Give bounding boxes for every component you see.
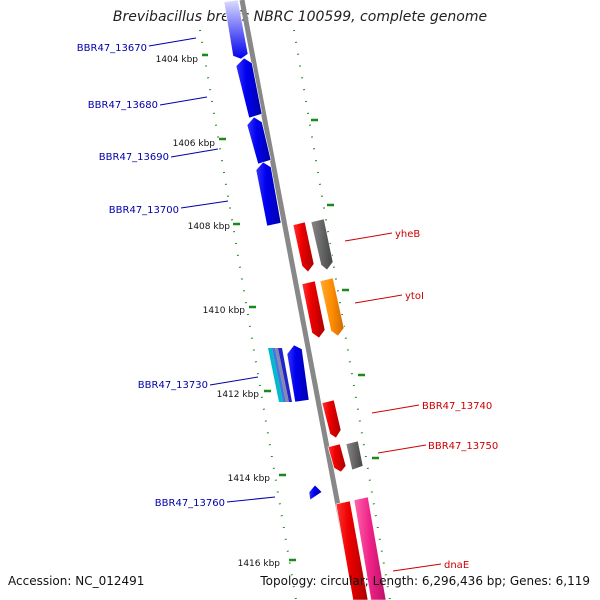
backbone-line <box>239 0 359 600</box>
gene-label[interactable]: BBR47_13760 <box>155 498 225 509</box>
tick-guide-outer <box>293 29 391 600</box>
kbp-labels: 1404 kbp 1406 kbp 1408 kbp 1410 kbp 1412… <box>156 55 281 569</box>
gene-label[interactable]: BBR47_13730 <box>138 380 208 391</box>
gene-arrow[interactable] <box>223 0 249 60</box>
gene-arrow[interactable] <box>321 399 342 439</box>
plus-strand-genes <box>292 218 387 600</box>
gene-label[interactable]: BBR47_13750 <box>428 441 498 452</box>
gene-arrow[interactable] <box>301 280 326 339</box>
gene-label[interactable]: ytoI <box>405 291 424 302</box>
gene-label[interactable]: BBR47_13740 <box>422 401 492 412</box>
gene-arrow[interactable] <box>335 500 369 600</box>
gene-label[interactable]: BBR47_13670 <box>77 43 147 54</box>
kbp-label: 1404 kbp <box>156 55 199 65</box>
minus-strand-genes <box>223 0 323 501</box>
gene-arrow[interactable] <box>308 484 323 501</box>
gene-arrow[interactable] <box>353 496 387 600</box>
accession-text: Accession: NC_012491 <box>8 574 145 588</box>
gene-label[interactable]: dnaE <box>444 560 469 571</box>
gene-arrow[interactable] <box>345 440 364 471</box>
gene-arrow[interactable] <box>255 161 282 227</box>
gene-label[interactable]: BBR47_13690 <box>99 152 169 163</box>
gene-arrow[interactable] <box>319 277 345 337</box>
gene-cluster-13730[interactable] <box>268 348 292 402</box>
kbp-tick-marks <box>202 53 379 562</box>
genome-summary-text: Topology: circular; Length: 6,296,436 bp… <box>260 574 590 588</box>
kbp-label: 1414 kbp <box>228 474 271 484</box>
kbp-label: 1408 kbp <box>188 222 231 232</box>
gene-label[interactable]: BBR47_13700 <box>109 205 179 216</box>
gene-arrow[interactable] <box>327 443 347 473</box>
page-title: Brevibacillus brevis NBRC 100599, comple… <box>112 9 488 25</box>
gene-arrow[interactable] <box>292 221 315 273</box>
gene-arrow[interactable] <box>246 116 272 165</box>
gene-arrow[interactable] <box>235 57 263 119</box>
left-leader-lines <box>148 37 276 503</box>
gene-label[interactable]: yheB <box>395 229 420 240</box>
kbp-label: 1416 kbp <box>238 559 281 569</box>
kbp-label: 1410 kbp <box>203 306 246 316</box>
gene-label[interactable]: BBR47_13680 <box>88 100 158 111</box>
left-gene-labels: BBR47_13670 BBR47_13680 BBR47_13690 BBR4… <box>77 43 225 509</box>
gene-arrow[interactable] <box>286 344 310 403</box>
right-gene-labels: yheB ytoI BBR47_13740 BBR47_13750 dnaE <box>395 229 498 571</box>
kbp-label: 1412 kbp <box>217 390 260 400</box>
gene-arrow[interactable] <box>310 218 334 271</box>
tick-guide-inner <box>199 29 297 600</box>
kbp-label: 1406 kbp <box>173 139 216 149</box>
right-leader-lines <box>344 232 442 572</box>
